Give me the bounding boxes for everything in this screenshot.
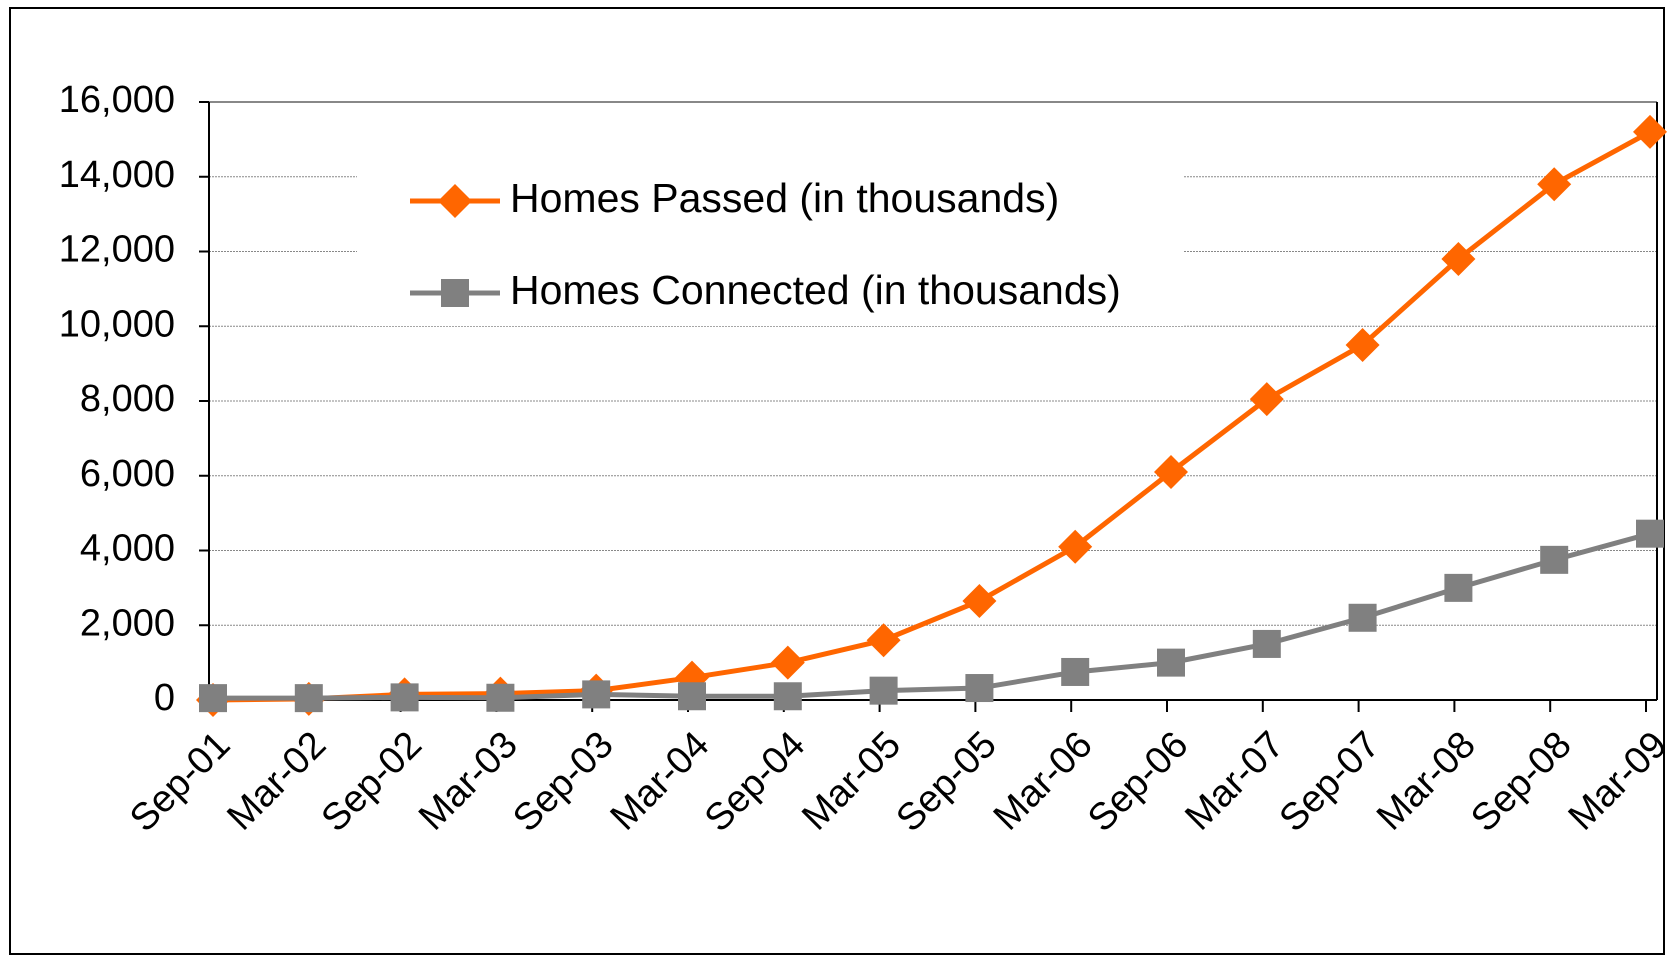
legend-marker	[438, 184, 472, 218]
series-line	[213, 531, 1651, 701]
y-tick-label: 8,000	[80, 378, 175, 420]
legend-marker	[441, 279, 469, 307]
point	[678, 682, 706, 711]
y-tick-label: 12,000	[59, 229, 175, 271]
point	[965, 674, 994, 703]
legend-label: Homes Connected (in thousands)	[510, 267, 1121, 313]
point	[1249, 382, 1284, 417]
point	[1540, 545, 1569, 574]
legend-label: Homes Passed (in thousands)	[510, 175, 1059, 221]
point	[1537, 167, 1572, 202]
point	[1061, 657, 1090, 686]
y-tick-label: 6,000	[80, 453, 175, 495]
point	[582, 680, 611, 709]
point	[1058, 529, 1093, 564]
point	[486, 683, 515, 712]
y-tick-label: 0	[154, 677, 175, 719]
point	[1345, 327, 1380, 362]
y-tick-label: 10,000	[59, 303, 175, 345]
point	[770, 645, 805, 680]
point	[1157, 648, 1185, 677]
point	[199, 684, 227, 713]
point	[1444, 573, 1473, 602]
point	[1154, 455, 1188, 490]
point	[1636, 519, 1664, 548]
y-tick-label: 14,000	[59, 154, 175, 196]
y-tick-label: 4,000	[80, 528, 175, 570]
point	[1348, 603, 1377, 632]
y-tick-label: 2,000	[80, 602, 175, 644]
series-line	[212, 129, 1652, 703]
point	[294, 684, 323, 713]
legend-box	[357, 160, 1183, 326]
point	[962, 583, 997, 618]
point	[1441, 241, 1476, 276]
point	[773, 682, 802, 711]
point	[1633, 114, 1667, 149]
point	[390, 683, 419, 712]
y-tick-label: 16,000	[59, 79, 175, 121]
point	[869, 676, 898, 705]
point	[1252, 629, 1281, 658]
point	[866, 623, 901, 658]
